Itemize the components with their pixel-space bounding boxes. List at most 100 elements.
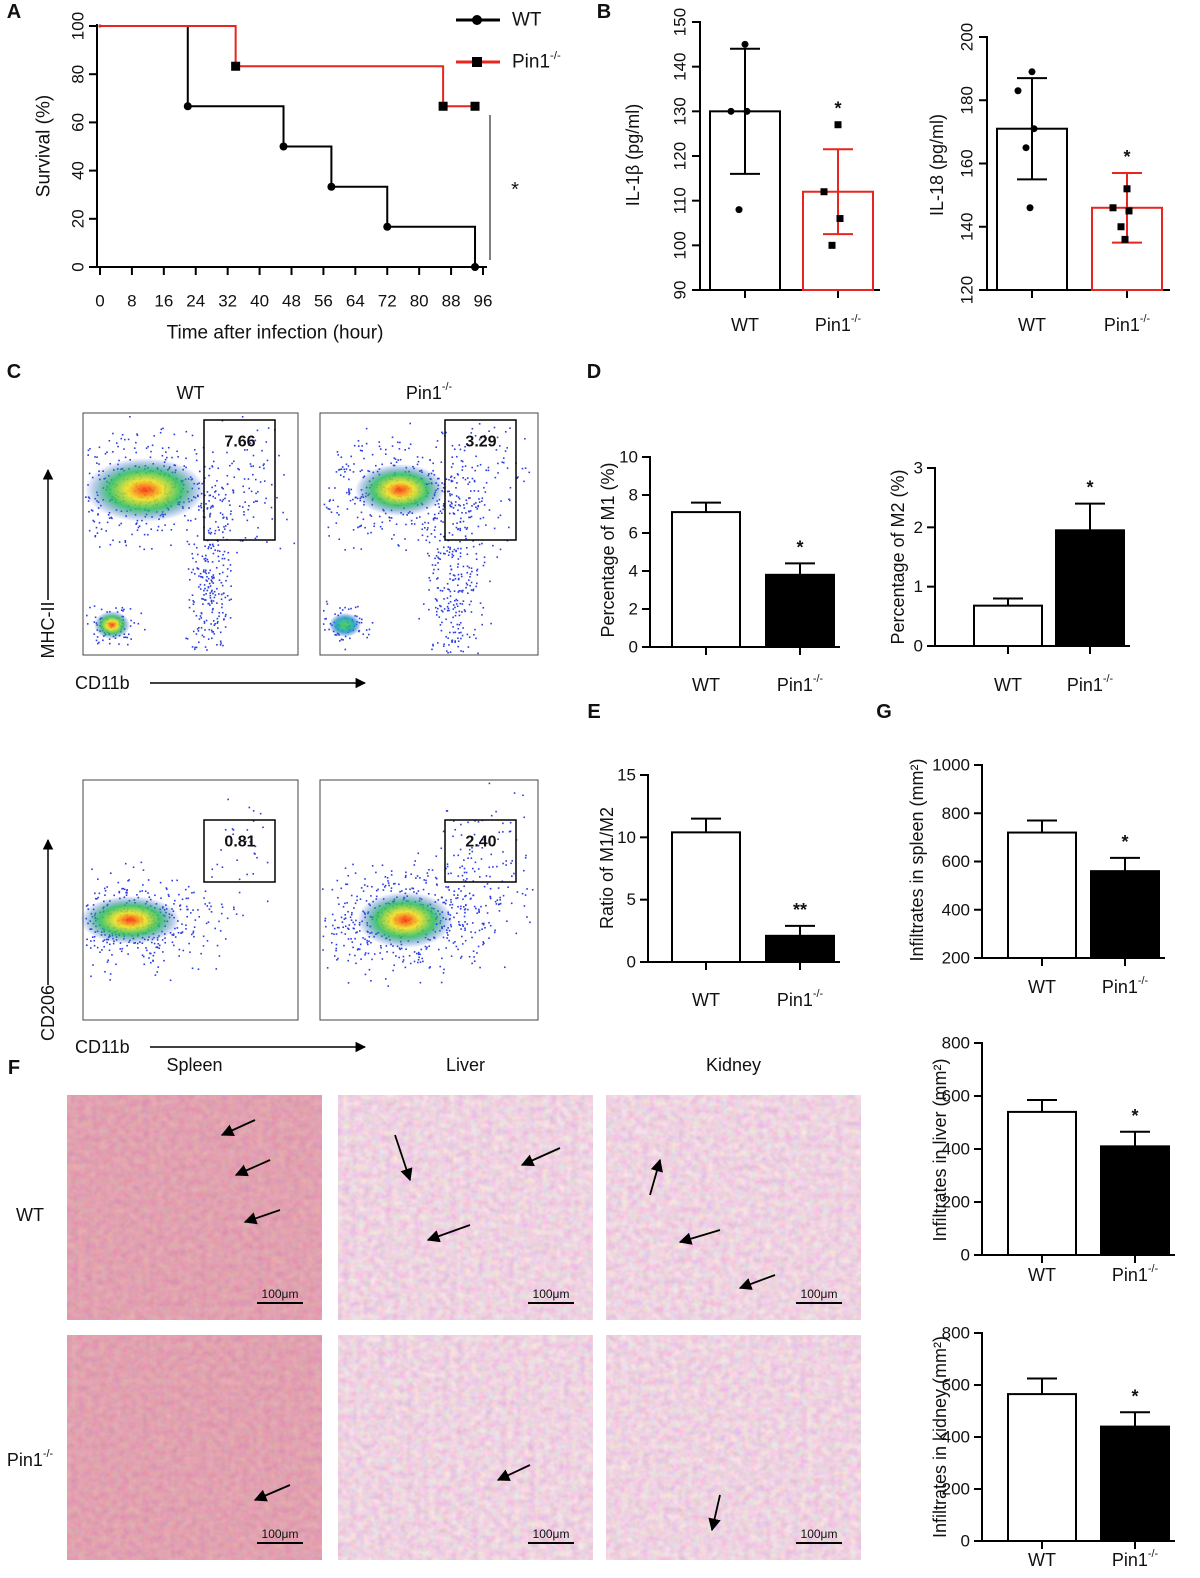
x-tick-label: 48 (282, 292, 301, 311)
flow-event (176, 927, 179, 929)
flow-event (339, 640, 341, 642)
flow-event (510, 902, 513, 905)
flow-event (438, 557, 440, 560)
flow-event (477, 652, 479, 655)
flow-event (226, 474, 229, 477)
flow-event (223, 557, 226, 560)
y-tick-label: 10 (617, 828, 636, 847)
point (834, 121, 842, 129)
y-tick-label: 110 (671, 187, 690, 214)
point (438, 101, 448, 111)
flow-event (209, 514, 211, 516)
flow-event (464, 535, 467, 537)
flow-event (211, 580, 213, 583)
flow-event (203, 494, 206, 497)
flow-event (217, 540, 219, 542)
flow-event (477, 821, 480, 823)
flow-event (502, 851, 504, 853)
flow-event (210, 911, 213, 913)
flow-event (348, 924, 351, 926)
flow-event (459, 521, 462, 523)
flow-event (142, 884, 144, 886)
flow-event (339, 612, 342, 614)
flow-event (206, 558, 209, 561)
flow-event (471, 846, 473, 849)
flow-event (483, 922, 485, 925)
flow-event (179, 908, 182, 911)
flow-event (419, 981, 422, 984)
flow-event (198, 618, 201, 620)
flow-event (434, 536, 436, 538)
flow-event (409, 962, 412, 965)
flow-event (155, 946, 158, 949)
flow-event (449, 548, 451, 550)
flow-event (174, 899, 176, 902)
flow-event (361, 445, 363, 447)
flow-event (219, 512, 222, 514)
flow-event (344, 925, 347, 928)
flow-event (457, 573, 460, 576)
error-bar (1027, 1098, 1057, 1112)
flow-event (487, 466, 490, 469)
flow-event (243, 513, 245, 516)
flow-event (202, 945, 205, 947)
flow-event (375, 895, 378, 898)
y-tick-label: 800 (942, 1324, 970, 1343)
flow-event (447, 886, 450, 888)
y-tick-label: 120 (958, 276, 977, 304)
flow-event (172, 934, 175, 936)
flow-event (387, 985, 390, 987)
flow-event (459, 621, 462, 624)
flow-event (205, 579, 208, 582)
flow-event (322, 888, 324, 890)
flow-event (232, 491, 235, 494)
flow-event (208, 582, 211, 585)
flow-event (103, 945, 105, 948)
flow-event (499, 514, 502, 517)
flow-event (489, 924, 492, 927)
flow-event (485, 469, 488, 472)
flow-event (468, 636, 471, 638)
flow-event (441, 957, 443, 960)
flow-event (418, 516, 421, 518)
flow-event (204, 646, 207, 648)
flow-event (219, 644, 222, 646)
flow-event (486, 883, 489, 885)
flow-event (506, 467, 509, 469)
bar (765, 934, 835, 964)
flow-event (355, 919, 357, 922)
flow-event (188, 606, 191, 609)
flow-event (384, 978, 387, 980)
point (1028, 68, 1036, 76)
flow-event (331, 924, 334, 927)
flow-event (243, 511, 245, 513)
flow-event (456, 522, 458, 525)
flow-event (475, 907, 477, 910)
flow-event (127, 879, 129, 882)
flow-event (184, 888, 187, 891)
flow-event (360, 958, 362, 960)
flow-event (381, 528, 383, 530)
flow-event (434, 517, 437, 519)
flow-event (230, 510, 232, 513)
flow-event (371, 865, 374, 867)
flow-event (223, 618, 225, 621)
flow-event (203, 589, 205, 592)
flow-event (404, 449, 407, 451)
point (820, 188, 828, 196)
x-tick-label: 64 (346, 292, 365, 311)
flow-event (466, 923, 469, 925)
flow-event (208, 500, 210, 502)
flow-event (399, 890, 401, 893)
flow-event (447, 607, 450, 610)
flow-event (459, 540, 461, 543)
flow-event (191, 891, 193, 894)
flow-event (96, 898, 98, 900)
flow-event (204, 477, 206, 479)
flow-event (470, 931, 472, 933)
flow-event (228, 464, 231, 467)
flow-event (388, 884, 390, 887)
flow-event (105, 530, 108, 532)
legend-label: WT (512, 10, 542, 31)
flow-event (445, 886, 447, 888)
